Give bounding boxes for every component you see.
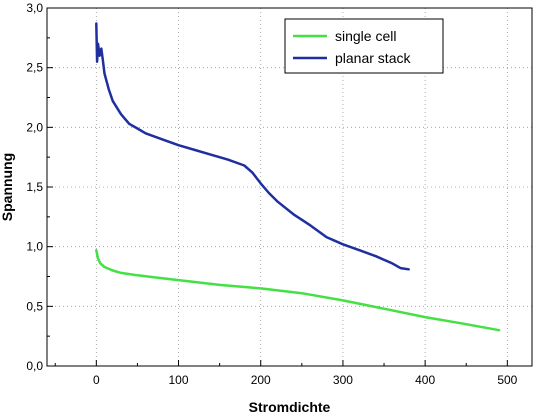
x-tick-label: 0: [93, 373, 100, 387]
y-tick-label: 2,0: [26, 120, 43, 134]
y-axis-title: Spannung: [0, 153, 15, 221]
x-tick-label: 500: [497, 373, 517, 387]
grid: [47, 8, 532, 366]
ticks: 0 100 200 300 400 500 0,0 0,5 1,0 1,5 2,0 2,5 3,0: [26, 1, 517, 387]
legend: single cell planar stack: [284, 18, 444, 74]
y-tick-label: 2,5: [26, 61, 43, 75]
x-tick-label: 100: [169, 373, 189, 387]
x-tick-label: 200: [251, 373, 271, 387]
x-tick-label: 400: [415, 373, 435, 387]
legend-label-planar-stack: planar stack: [335, 50, 411, 66]
series-layer: [95, 22, 501, 332]
x-axis-title: Stromdichte: [249, 399, 331, 415]
y-tick-label: 0,0: [26, 359, 43, 373]
y-tick-label: 3,0: [26, 1, 43, 15]
x-tick-label: 300: [333, 373, 353, 387]
series-line-planar-stack: [95, 22, 410, 271]
legend-box: [284, 18, 444, 74]
series-line-single-cell: [95, 248, 501, 332]
legend-label-single-cell: single cell: [335, 28, 396, 44]
y-tick-label: 0,5: [26, 299, 43, 313]
y-tick-label: 1,5: [26, 180, 43, 194]
y-tick-label: 1,0: [26, 240, 43, 254]
